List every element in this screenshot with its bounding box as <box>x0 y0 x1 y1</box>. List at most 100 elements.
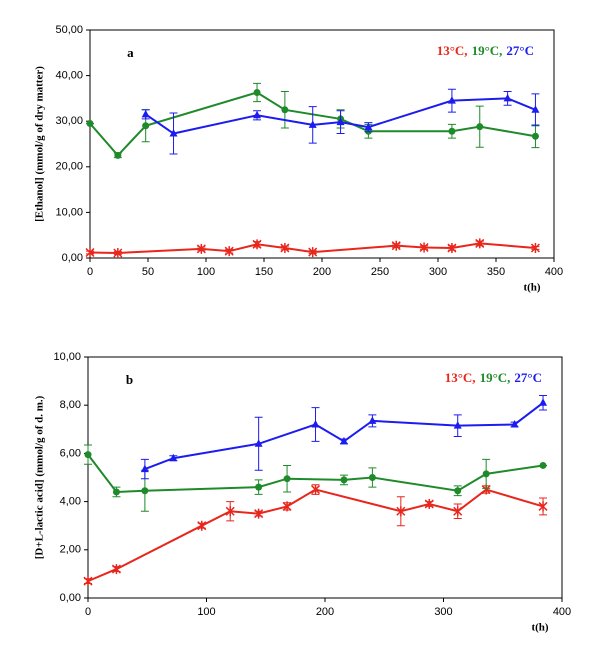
marker <box>339 436 348 445</box>
y-tick-label: 0,00 <box>60 592 81 604</box>
marker <box>531 132 539 140</box>
marker <box>539 461 547 469</box>
y-tick-label: 2,00 <box>60 544 81 556</box>
marker <box>142 122 150 130</box>
marker <box>255 483 263 491</box>
legend: 13°C, 19°C, 27°C <box>437 43 534 58</box>
marker <box>197 520 207 531</box>
marker <box>453 421 462 429</box>
marker <box>419 242 429 253</box>
marker <box>336 117 345 126</box>
marker <box>530 242 540 253</box>
marker <box>311 419 320 428</box>
legend-entry: 13°C, <box>445 370 476 385</box>
y-tick-label: 10,00 <box>55 206 83 218</box>
marker <box>169 129 178 137</box>
y-tick-label: 4,00 <box>60 496 81 508</box>
marker <box>254 439 263 447</box>
marker <box>140 464 149 473</box>
marker <box>454 487 462 495</box>
marker <box>539 398 548 406</box>
y-tick-label: 40,00 <box>55 70 83 82</box>
marker <box>364 122 373 131</box>
marker <box>308 120 317 128</box>
marker <box>254 508 264 519</box>
marker <box>112 488 120 496</box>
marker <box>447 242 457 253</box>
legend-entry: 19°C, <box>472 43 503 58</box>
y-tick-label: 30,00 <box>55 115 83 127</box>
marker <box>253 88 261 96</box>
marker <box>424 499 434 510</box>
marker <box>169 453 178 462</box>
marker <box>225 506 235 517</box>
y-tick-label: 50,00 <box>55 24 83 36</box>
marker <box>475 238 485 249</box>
x-tick-label: 300 <box>429 266 447 278</box>
marker <box>252 239 262 250</box>
x-tick-label: 250 <box>371 266 389 278</box>
x-tick-label: 100 <box>197 606 215 618</box>
x-tick-label: 200 <box>313 266 331 278</box>
marker <box>340 476 348 484</box>
marker <box>141 109 150 118</box>
x-tick-label: 150 <box>255 266 273 278</box>
marker <box>310 484 321 495</box>
y-tick-label: 8,00 <box>60 399 81 411</box>
marker <box>114 151 122 159</box>
y-tick-label: 10,00 <box>53 351 81 363</box>
legend: 13°C, 19°C, 27°C <box>445 370 542 385</box>
series-line <box>87 453 544 493</box>
legend-entry: 13°C, <box>437 43 468 58</box>
marker <box>308 247 318 258</box>
series-line <box>87 488 544 583</box>
marker <box>510 419 519 428</box>
y-tick-label: 0,00 <box>62 252 83 264</box>
marker <box>538 501 548 512</box>
plot-frame <box>87 356 563 599</box>
marker <box>85 247 95 258</box>
x-tick-label: 350 <box>487 266 505 278</box>
marker <box>368 416 377 424</box>
y-tick-label: 6,00 <box>60 447 81 459</box>
panel-label: a <box>127 45 134 60</box>
marker <box>283 475 291 483</box>
series-line <box>89 242 536 254</box>
marker <box>281 106 289 114</box>
marker <box>482 470 490 478</box>
x-tick-label: 400 <box>545 266 563 278</box>
marker <box>111 564 121 575</box>
x-tick-label: 0 <box>85 606 91 618</box>
x-tick-label: 0 <box>87 266 93 278</box>
plot-frame <box>89 29 555 259</box>
legend-entry: 27°C <box>514 370 542 385</box>
marker <box>396 506 406 517</box>
y-axis-label: [D+L-lactic acid] (mmol/g of d. m.) <box>34 395 46 559</box>
marker <box>280 242 290 253</box>
marker <box>83 576 93 587</box>
x-tick-label: 100 <box>197 266 215 278</box>
y-axis-label: [Ethanol] (mmol/g of dry matter) <box>34 66 46 222</box>
marker <box>391 240 401 251</box>
marker <box>84 451 92 459</box>
panel-label: b <box>126 372 133 387</box>
marker <box>453 506 463 517</box>
x-tick-label: 50 <box>142 266 154 278</box>
marker <box>531 105 540 113</box>
x-tick-label: 400 <box>553 606 571 618</box>
x-axis-label: t(h) <box>531 622 548 634</box>
marker <box>282 501 292 512</box>
marker <box>86 119 94 127</box>
marker <box>141 487 149 495</box>
marker <box>447 96 456 104</box>
legend-entry: 27°C <box>506 43 534 58</box>
marker <box>224 246 234 257</box>
y-tick-label: 20,00 <box>55 161 83 173</box>
marker <box>476 123 484 131</box>
x-tick-label: 300 <box>434 606 452 618</box>
marker <box>368 474 376 481</box>
marker <box>253 110 262 119</box>
marker <box>448 127 456 135</box>
marker <box>503 93 512 102</box>
